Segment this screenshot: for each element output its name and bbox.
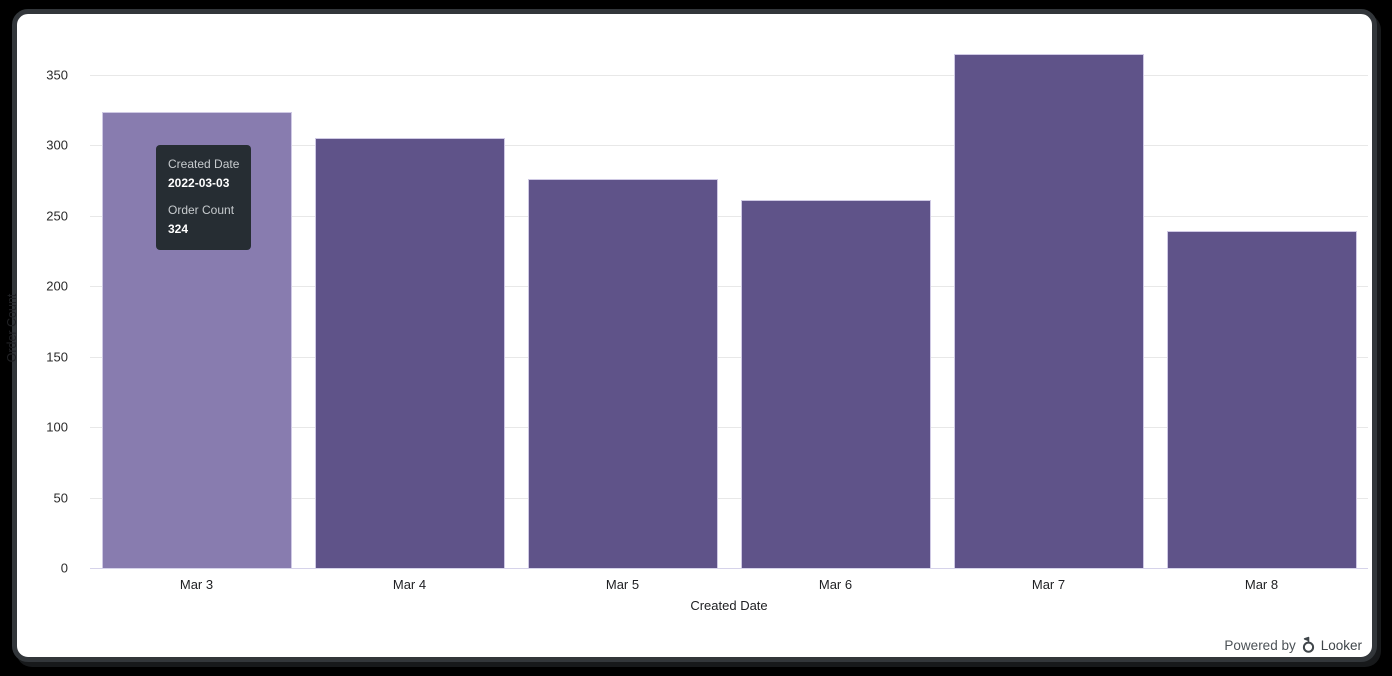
gridline <box>90 215 1368 217</box>
y-axis-tick-label: 150 <box>46 349 68 365</box>
bar-mar-7[interactable] <box>953 53 1144 568</box>
y-axis-tick-label: 350 <box>46 67 68 83</box>
y-axis-tick-label: 50 <box>53 490 68 506</box>
tooltip-measure-value: 324 <box>168 222 189 236</box>
gridline <box>90 145 1368 147</box>
x-axis-tick-label: Mar 5 <box>605 577 640 592</box>
bar-mar-6[interactable] <box>740 200 931 568</box>
looker-logo-icon <box>1301 636 1316 654</box>
looker-brand-text: Looker <box>1320 637 1362 653</box>
bar-mar-4[interactable] <box>314 138 505 568</box>
y-axis-tick-label: 200 <box>46 278 68 294</box>
gridline <box>90 286 1368 288</box>
x-axis-tick-label: Mar 3 <box>179 577 214 592</box>
gridline <box>90 427 1368 429</box>
y-axis-tick-label: 100 <box>46 419 68 435</box>
y-axis-tick-label: 0 <box>60 560 68 576</box>
x-axis-tick-label: Mar 4 <box>392 577 427 592</box>
bar-mar-3[interactable] <box>101 111 292 568</box>
y-axis-tick-label: 250 <box>46 208 68 224</box>
y-axis-title: Order Count <box>5 293 19 363</box>
x-axis-tick-label: Mar 8 <box>1244 577 1279 592</box>
powered-by-looker-link[interactable]: Powered by Looker <box>1224 636 1362 654</box>
hover-tooltip: Created Date 2022-03-03 Order Count 324 <box>156 145 252 250</box>
tooltip-measure-label: Order Count <box>168 203 235 217</box>
bar-mar-8[interactable] <box>1166 231 1357 568</box>
powered-by-text: Powered by <box>1224 637 1296 653</box>
y-axis-tick-label: 300 <box>46 137 68 153</box>
x-axis-title: Created Date <box>690 598 768 613</box>
gridline <box>90 75 1368 76</box>
x-axis-tick-label: Mar 7 <box>1031 577 1066 592</box>
tooltip-dimension-label: Created Date <box>168 157 240 171</box>
x-axis-baseline <box>90 568 1368 569</box>
x-axis-tick-label: Mar 6 <box>818 577 853 592</box>
gridline <box>90 356 1368 358</box>
bar-mar-5[interactable] <box>527 179 718 568</box>
tooltip-dimension-value: 2022-03-03 <box>168 176 230 190</box>
gridline <box>90 497 1368 499</box>
